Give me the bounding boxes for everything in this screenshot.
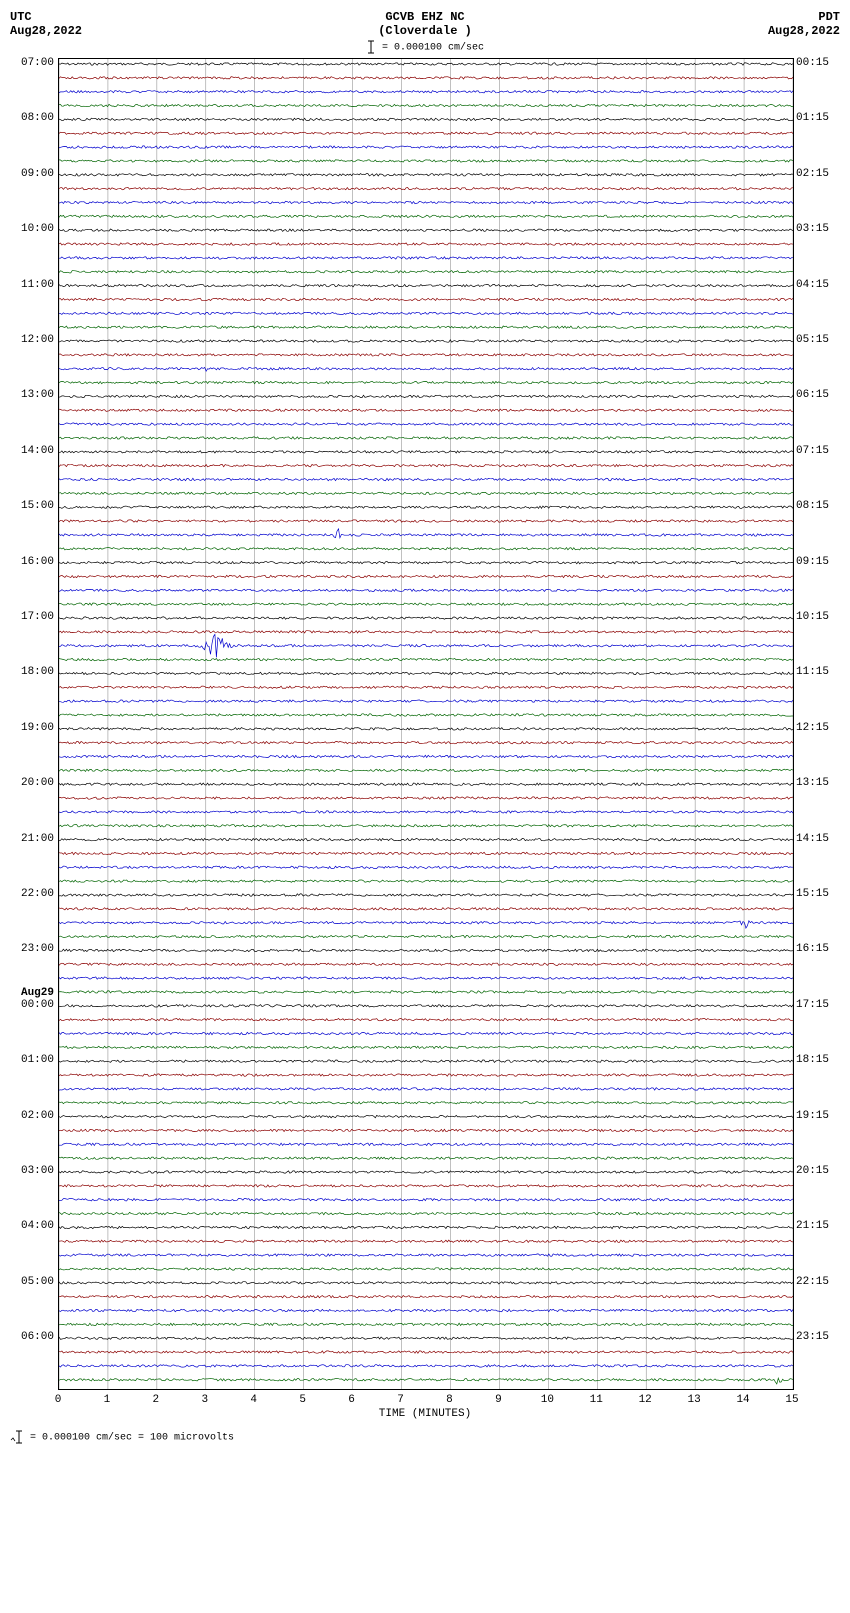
right-time-label: 00:15 bbox=[796, 57, 829, 69]
right-time-label: 21:15 bbox=[796, 1220, 829, 1232]
x-tick-label: 8 bbox=[446, 1394, 453, 1406]
left-time-label: 02:00 bbox=[21, 1110, 54, 1122]
header-right: PDT Aug28,2022 bbox=[768, 10, 840, 38]
x-tick-label: 5 bbox=[299, 1394, 306, 1406]
left-time-label: 20:00 bbox=[21, 777, 54, 789]
utc-date-label: Aug28,2022 bbox=[10, 24, 82, 38]
header-center: GCVB EHZ NC (Cloverdale ) = 0.000100 cm/… bbox=[82, 10, 768, 54]
x-tick-label: 3 bbox=[201, 1394, 208, 1406]
left-time-label: 18:00 bbox=[21, 666, 54, 678]
right-time-label: 14:15 bbox=[796, 833, 829, 845]
seismogram-svg bbox=[59, 59, 793, 1389]
left-time-label: 17:00 bbox=[21, 611, 54, 623]
midnight-day-label: Aug29 bbox=[21, 987, 54, 999]
left-time-label: 04:00 bbox=[21, 1220, 54, 1232]
right-time-label: 09:15 bbox=[796, 556, 829, 568]
x-tick-label: 0 bbox=[55, 1394, 62, 1406]
x-tick-label: 13 bbox=[688, 1394, 701, 1406]
x-tick-label: 12 bbox=[639, 1394, 652, 1406]
x-tick-label: 11 bbox=[590, 1394, 603, 1406]
right-time-label: 08:15 bbox=[796, 500, 829, 512]
right-time-label: 10:15 bbox=[796, 611, 829, 623]
left-time-label: 13:00 bbox=[21, 389, 54, 401]
left-time-label: 05:00 bbox=[21, 1276, 54, 1288]
right-time-label: 12:15 bbox=[796, 722, 829, 734]
left-time-label: 03:00 bbox=[21, 1165, 54, 1177]
seismogram-container: UTC Aug28,2022 GCVB EHZ NC (Cloverdale )… bbox=[10, 10, 840, 1444]
left-time-label: 06:00 bbox=[21, 1331, 54, 1343]
right-time-label: 06:15 bbox=[796, 389, 829, 401]
left-time-label: 07:00 bbox=[21, 57, 54, 69]
x-tick-label: 10 bbox=[541, 1394, 554, 1406]
left-time-label: 14:00 bbox=[21, 445, 54, 457]
left-time-label: 23:00 bbox=[21, 943, 54, 955]
right-time-label: 15:15 bbox=[796, 888, 829, 900]
right-time-label: 18:15 bbox=[796, 1054, 829, 1066]
left-time-label: 10:00 bbox=[21, 223, 54, 235]
utc-tz-label: UTC bbox=[10, 10, 82, 24]
right-time-label: 20:15 bbox=[796, 1165, 829, 1177]
left-time-label: 15:00 bbox=[21, 500, 54, 512]
x-tick-label: 14 bbox=[736, 1394, 749, 1406]
left-time-label: 01:00 bbox=[21, 1054, 54, 1066]
right-time-label: 03:15 bbox=[796, 223, 829, 235]
pdt-date-label: Aug28,2022 bbox=[768, 24, 840, 38]
right-time-label: 16:15 bbox=[796, 943, 829, 955]
scale-indicator: = 0.000100 cm/sec bbox=[82, 40, 768, 54]
right-time-label: 13:15 bbox=[796, 777, 829, 789]
left-time-label: 00:00 bbox=[21, 999, 54, 1011]
footer-text: = 0.000100 cm/sec = 100 microvolts bbox=[30, 1433, 234, 1444]
pdt-tz-label: PDT bbox=[768, 10, 840, 24]
right-time-label: 11:15 bbox=[796, 666, 829, 678]
left-time-labels: 07:00 08:00 09:00 10:00 11:00 12:00 13:00 14:00… bbox=[10, 58, 56, 1388]
footer-scale: = 0.000100 cm/sec = 100 microvolts bbox=[10, 1430, 840, 1444]
header: UTC Aug28,2022 GCVB EHZ NC (Cloverdale )… bbox=[10, 10, 840, 54]
right-time-label: 17:15 bbox=[796, 999, 829, 1011]
x-tick-label: 6 bbox=[348, 1394, 355, 1406]
right-time-label: 04:15 bbox=[796, 279, 829, 291]
right-time-label: 01:15 bbox=[796, 112, 829, 124]
x-axis-title: TIME (MINUTES) bbox=[379, 1408, 471, 1420]
right-time-label: 19:15 bbox=[796, 1110, 829, 1122]
right-time-labels: 00:15 01:15 02:15 03:15 04:15 05:15 06:15 07:15… bbox=[794, 58, 840, 1388]
right-time-label: 23:15 bbox=[796, 1331, 829, 1343]
left-time-label: 09:00 bbox=[21, 168, 54, 180]
left-time-label: 11:00 bbox=[21, 279, 54, 291]
right-time-label: 02:15 bbox=[796, 168, 829, 180]
right-time-label: 07:15 bbox=[796, 445, 829, 457]
scale-text: = 0.000100 cm/sec bbox=[382, 43, 484, 54]
left-time-label: 08:00 bbox=[21, 112, 54, 124]
x-tick-label: 7 bbox=[397, 1394, 404, 1406]
x-tick-label: 9 bbox=[495, 1394, 502, 1406]
x-tick-label: 1 bbox=[104, 1394, 111, 1406]
seismogram-plot bbox=[58, 58, 794, 1390]
left-time-label: 16:00 bbox=[21, 556, 54, 568]
right-time-label: 22:15 bbox=[796, 1276, 829, 1288]
left-time-label: 22:00 bbox=[21, 888, 54, 900]
x-tick-label: 4 bbox=[250, 1394, 257, 1406]
header-left: UTC Aug28,2022 bbox=[10, 10, 82, 38]
location-label: (Cloverdale ) bbox=[82, 24, 768, 38]
x-tick-label: 2 bbox=[153, 1394, 160, 1406]
x-axis: TIME (MINUTES) 0123456789101112131415 bbox=[58, 1390, 792, 1420]
left-time-label: 21:00 bbox=[21, 833, 54, 845]
right-time-label: 05:15 bbox=[796, 334, 829, 346]
left-time-label: 12:00 bbox=[21, 334, 54, 346]
station-label: GCVB EHZ NC bbox=[82, 10, 768, 24]
left-time-label: 19:00 bbox=[21, 722, 54, 734]
x-tick-label: 15 bbox=[785, 1394, 798, 1406]
